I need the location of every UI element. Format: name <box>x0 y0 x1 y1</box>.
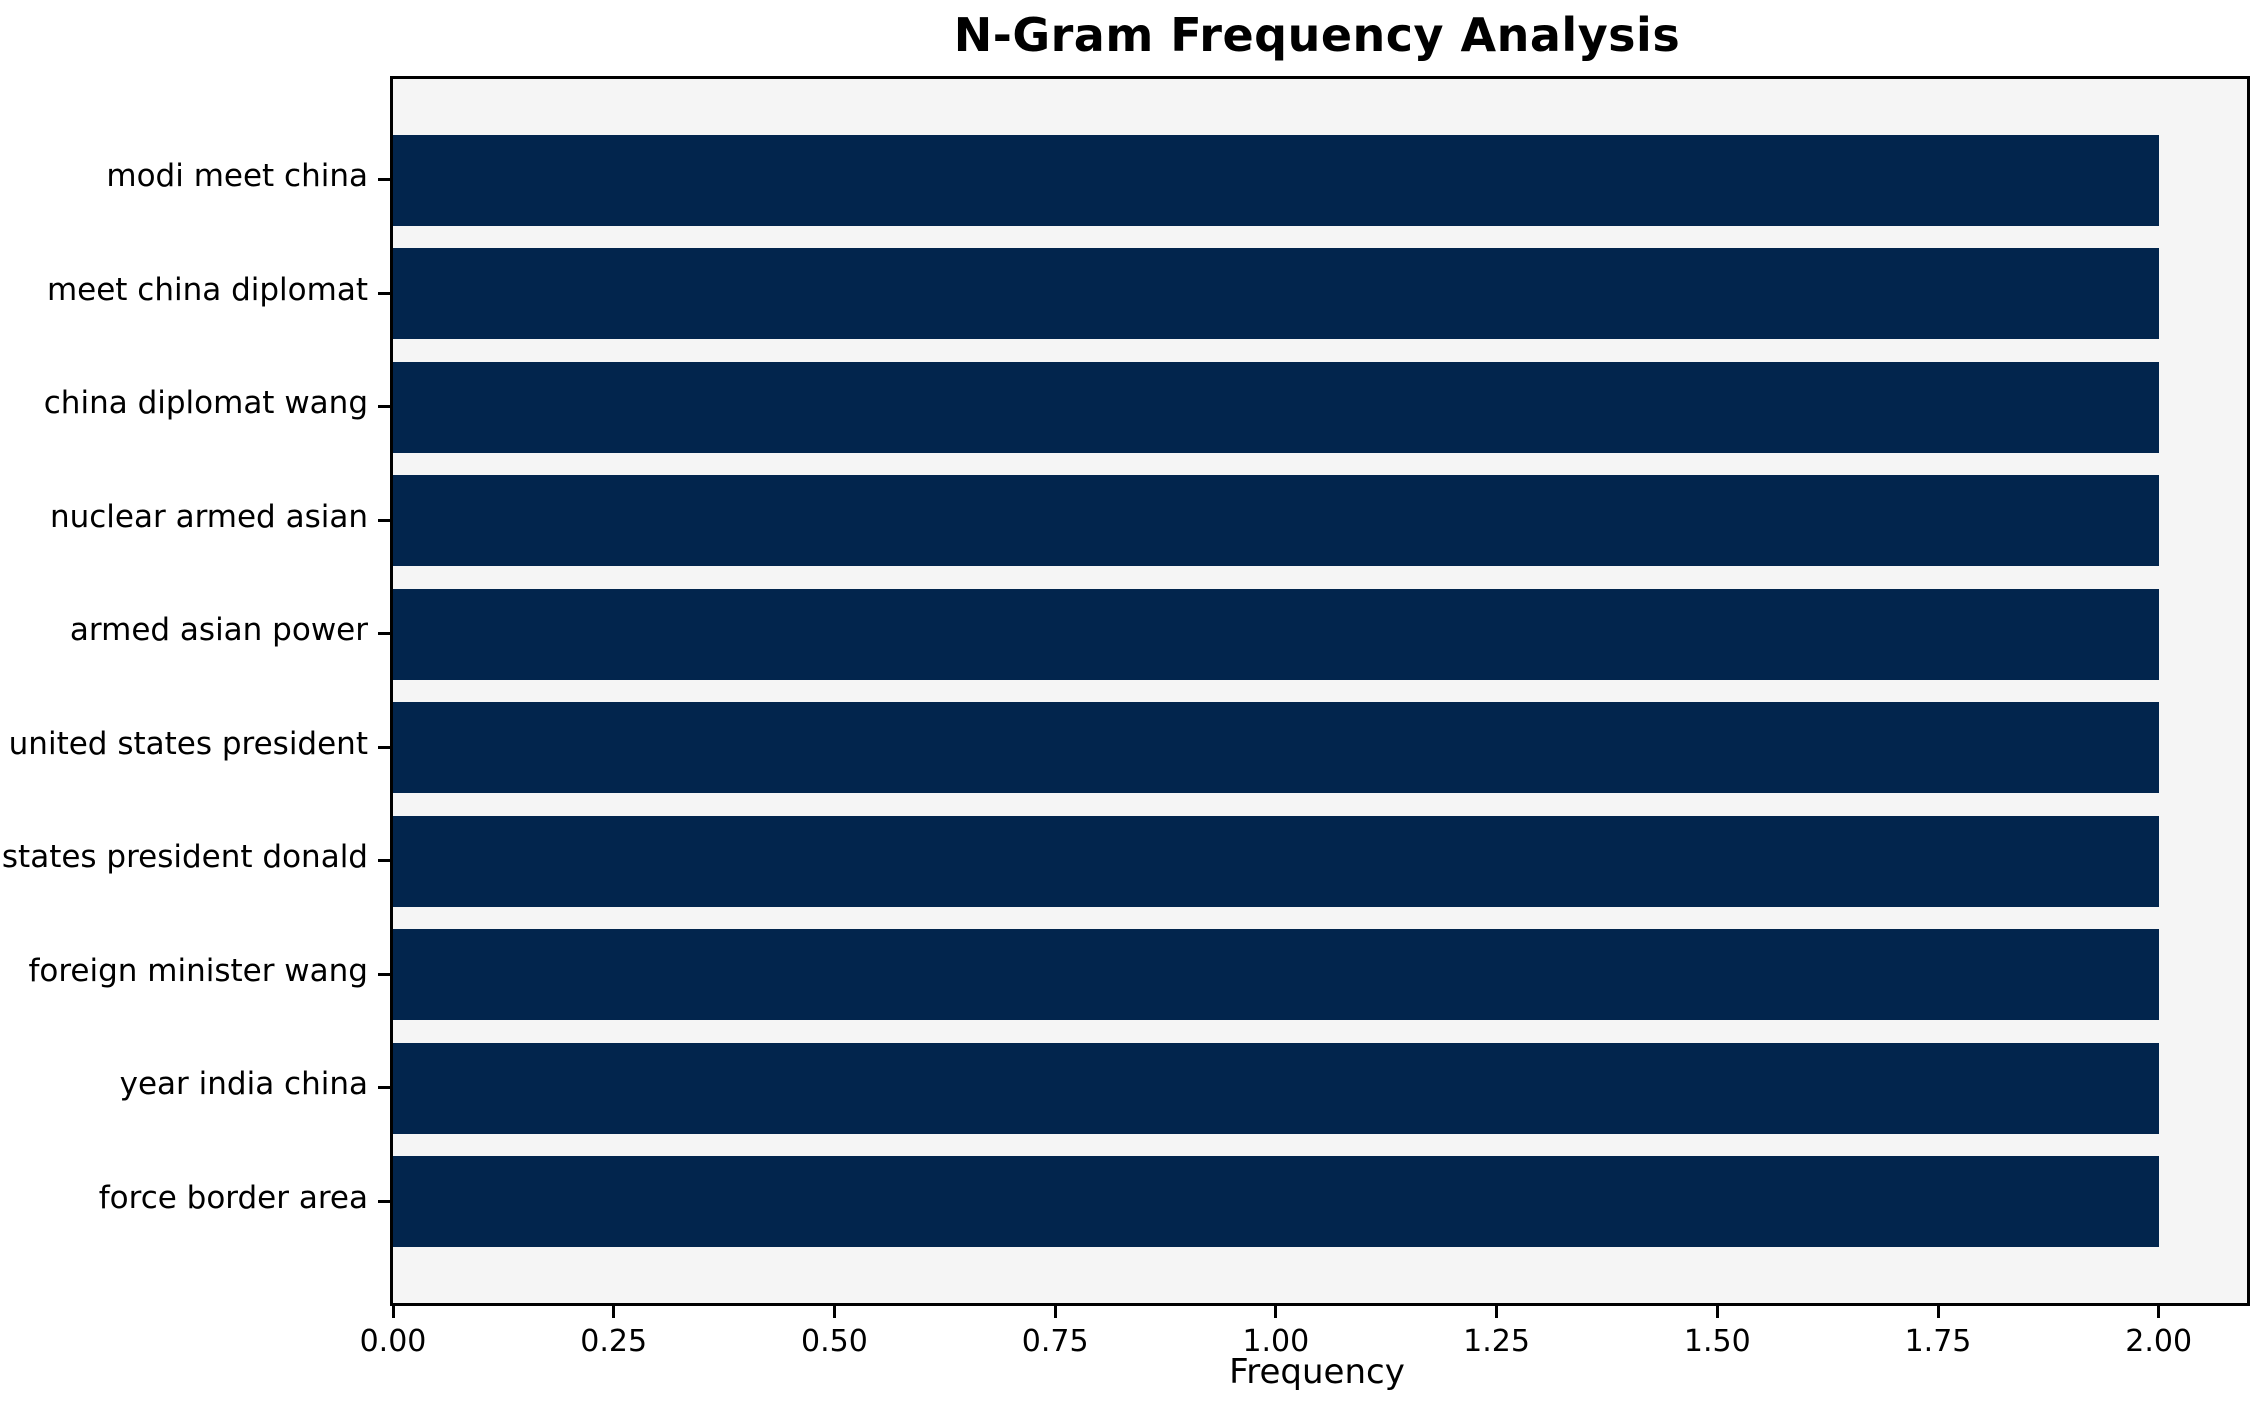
y-tick-mark <box>378 632 390 636</box>
bar <box>393 248 2159 340</box>
bar <box>393 1042 2159 1134</box>
x-tick-mark <box>391 1306 395 1318</box>
x-tick-label: 0.75 <box>1021 1324 1089 1359</box>
y-tick-label: foreign minister wang <box>28 952 368 989</box>
x-tick-mark <box>1715 1306 1719 1318</box>
y-tick-label: force border area <box>98 1179 368 1216</box>
bar <box>393 815 2159 907</box>
y-tick-mark <box>378 291 390 295</box>
plot-area <box>390 76 2250 1306</box>
x-tick-label: 2.00 <box>2125 1324 2193 1359</box>
x-axis-label: Frequency <box>1229 1352 1405 1392</box>
y-tick-mark <box>378 518 390 522</box>
x-tick-label: 0.00 <box>359 1324 427 1359</box>
y-tick-label: armed asian power <box>69 612 368 649</box>
bar <box>393 361 2159 453</box>
y-tick-mark <box>378 1086 390 1090</box>
bar <box>393 134 2159 226</box>
x-tick-mark <box>1936 1306 1940 1318</box>
x-tick-label: 1.50 <box>1683 1324 1751 1359</box>
x-tick-mark <box>1274 1306 1278 1318</box>
y-tick-label: meet china diplomat <box>46 271 368 308</box>
x-tick-label: 0.25 <box>580 1324 648 1359</box>
y-tick-label: united states president <box>8 725 368 762</box>
x-tick-mark <box>612 1306 616 1318</box>
bar <box>393 929 2159 1021</box>
y-tick-mark <box>378 1199 390 1203</box>
bar <box>393 1156 2159 1248</box>
x-tick-mark <box>1053 1306 1057 1318</box>
y-tick-mark <box>378 745 390 749</box>
y-tick-mark <box>378 178 390 181</box>
y-tick-label: year india china <box>119 1066 368 1103</box>
x-tick-label: 1.00 <box>1242 1324 1310 1359</box>
y-tick-label: states president donald <box>1 839 368 876</box>
y-tick-mark <box>378 972 390 976</box>
x-tick-mark <box>2157 1306 2161 1318</box>
x-tick-label: 1.25 <box>1463 1324 1530 1359</box>
bar <box>393 475 2159 567</box>
y-tick-label: modi meet china <box>106 158 368 194</box>
bar <box>393 702 2159 794</box>
chart-title: N-Gram Frequency Analysis <box>953 8 1681 62</box>
y-tick-label: china diplomat wang <box>43 385 368 422</box>
x-tick-label: 1.75 <box>1904 1324 1972 1359</box>
y-tick-mark <box>378 859 390 863</box>
x-tick-mark <box>1495 1306 1499 1318</box>
y-tick-mark <box>378 405 390 409</box>
y-tick-label: nuclear armed asian <box>49 498 368 535</box>
x-tick-label: 0.50 <box>801 1324 868 1359</box>
bar <box>393 588 2159 680</box>
x-tick-mark <box>832 1306 836 1318</box>
